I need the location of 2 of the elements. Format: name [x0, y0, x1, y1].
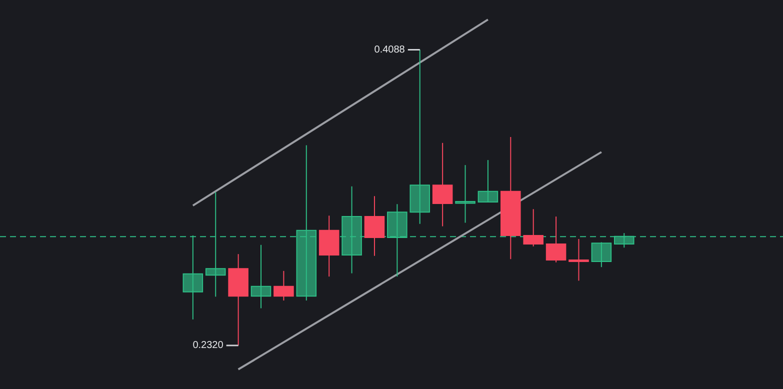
- annotation: 0.2320: [192, 340, 224, 352]
- annotation: 0.4088: [374, 44, 406, 56]
